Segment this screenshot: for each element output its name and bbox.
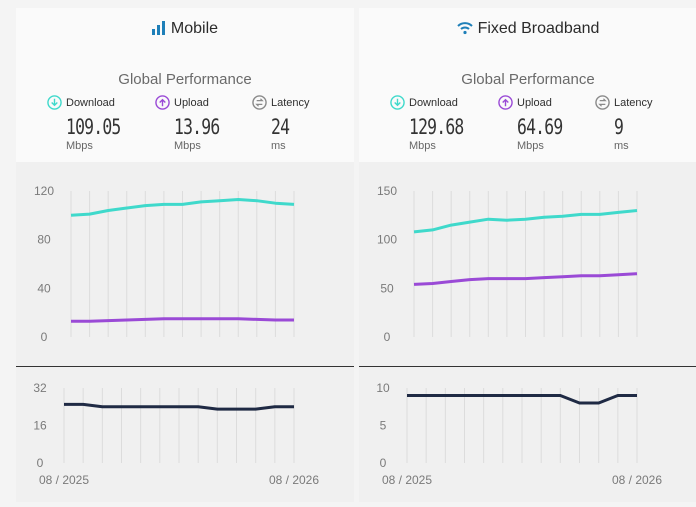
- mobile-download-label: Download: [66, 97, 115, 109]
- fixed-upload-metric: Upload 64.69 Mbps: [498, 95, 598, 152]
- mobile-speed-upload-line: [71, 317, 294, 323]
- mobile-header: Mobile Global Performance Download 109.0…: [16, 8, 354, 162]
- mobile-latency-chart: 0 16 32 08 / 2025 08 / 2026: [16, 367, 354, 502]
- fixed-speed-y-tick-label: 100: [377, 233, 397, 247]
- latency-icon: [252, 95, 267, 110]
- mobile-latency-y-tick-label: 32: [33, 381, 47, 395]
- fixed-speed-y-tick-label: 50: [380, 281, 394, 295]
- fixed-title-text: Fixed Broadband: [477, 20, 600, 37]
- mobile-latency-label: Latency: [271, 97, 310, 109]
- mobile-title: Mobile: [16, 20, 354, 40]
- mobile-speed-y-tick-label: 120: [34, 184, 54, 198]
- mobile-download-value: 109.05: [66, 115, 121, 139]
- mobile-x-tick-label-start: 08 / 2025: [39, 473, 89, 487]
- fixed-download-value: 129.68: [409, 115, 464, 139]
- mobile-title-text: Mobile: [170, 20, 219, 37]
- fixed-latency-unit: ms: [614, 140, 629, 152]
- fixed-speed-download-line: [413, 209, 638, 234]
- fixed-speed-y-tick-label: 150: [377, 184, 397, 198]
- fixed-section-title: Global Performance: [461, 71, 595, 88]
- download-icon: [390, 95, 405, 110]
- signal-bars-icon: [151, 21, 166, 40]
- mobile-latency-metric: Latency 24 ms: [252, 95, 352, 152]
- mobile-upload-label: Upload: [174, 97, 209, 109]
- mobile-latency-value: 24: [271, 115, 290, 139]
- fixed-latency-chart-svg: 0 5 10 08 / 2025 08 / 2026: [376, 381, 662, 487]
- upload-icon: [155, 95, 170, 110]
- mobile-speed-x-tick-label: 08 / 2025: [46, 162, 96, 165]
- latency-icon: [595, 95, 610, 110]
- mobile-latency-y-tick-label: 0: [37, 456, 44, 470]
- fixed-download-unit: Mbps: [409, 140, 436, 152]
- fixed-latency-label: Latency: [614, 97, 653, 109]
- mobile-speed-download-line: [70, 198, 295, 217]
- fixed-latency-y-tick-label: 0: [380, 456, 387, 470]
- mobile-upload-metric: Upload 13.96 Mbps: [155, 95, 255, 152]
- fixed-latency-latency-line: [407, 394, 637, 405]
- fixed-panel: Fixed Broadband Global Performance Downl…: [359, 8, 696, 502]
- fixed-latency-metric: Latency 9 ms: [595, 95, 695, 152]
- upload-icon: [498, 95, 513, 110]
- fixed-speed-x-tick-label: 08 / 2025: [389, 162, 439, 165]
- fixed-header: Fixed Broadband Global Performance Downl…: [359, 8, 696, 162]
- fixed-x-tick-label-start: 08 / 2025: [382, 473, 432, 487]
- fixed-latency-y-tick-label: 5: [380, 419, 387, 433]
- mobile-latency-unit: ms: [271, 140, 286, 152]
- mobile-speed-chart: 0 40 80 120 08 / 2025 08 / 2026: [16, 151, 354, 367]
- mobile-upload-value: 13.96: [174, 115, 220, 139]
- fixed-upload-label: Upload: [517, 97, 552, 109]
- mobile-download-metric: Download 109.05 Mbps: [47, 95, 147, 152]
- mobile-latency-y-tick-label: 16: [33, 419, 47, 433]
- fixed-download-label: Download: [409, 97, 458, 109]
- fixed-speed-x-tick-label: 08 / 2026: [612, 162, 662, 165]
- fixed-x-tick-label-end: 08 / 2026: [612, 473, 662, 487]
- mobile-x-tick-label-end: 08 / 2026: [269, 473, 319, 487]
- fixed-speed-upload-line: [413, 272, 638, 286]
- fixed-title: Fixed Broadband: [359, 20, 696, 40]
- mobile-section-title: Global Performance: [118, 71, 252, 88]
- download-icon: [47, 95, 62, 110]
- fixed-latency-chart: 0 5 10 08 / 2025 08 / 2026: [359, 367, 696, 502]
- fixed-upload-value: 64.69: [517, 115, 563, 139]
- mobile-download-unit: Mbps: [66, 140, 93, 152]
- mobile-panel: Mobile Global Performance Download 109.0…: [16, 8, 354, 502]
- fixed-speed-chart-svg: 0 50 100 150 08 / 2025 08 / 2026: [377, 151, 662, 344]
- fixed-upload-unit: Mbps: [517, 140, 544, 152]
- fixed-latency-y-tick-label: 10: [376, 381, 390, 395]
- fixed-speed-y-tick-label: 0: [384, 330, 391, 344]
- fixed-speed-chart: 0 50 100 150 08 / 2025 08 / 2026: [359, 151, 696, 367]
- mobile-speed-chart-svg: 0 40 80 120 08 / 2025 08 / 2026: [34, 151, 319, 344]
- mobile-upload-unit: Mbps: [174, 140, 201, 152]
- mobile-speed-x-tick-label: 08 / 2026: [269, 162, 319, 165]
- fixed-download-metric: Download 129.68 Mbps: [390, 95, 490, 152]
- mobile-speed-y-tick-label: 40: [37, 281, 51, 295]
- mobile-speed-y-tick-label: 0: [41, 330, 48, 344]
- mobile-speed-y-tick-label: 80: [37, 233, 51, 247]
- mobile-latency-chart-svg: 0 16 32 08 / 2025 08 / 2026: [33, 381, 319, 487]
- mobile-latency-latency-line: [64, 402, 294, 411]
- wifi-icon: [456, 21, 473, 40]
- fixed-latency-value: 9: [614, 115, 624, 139]
